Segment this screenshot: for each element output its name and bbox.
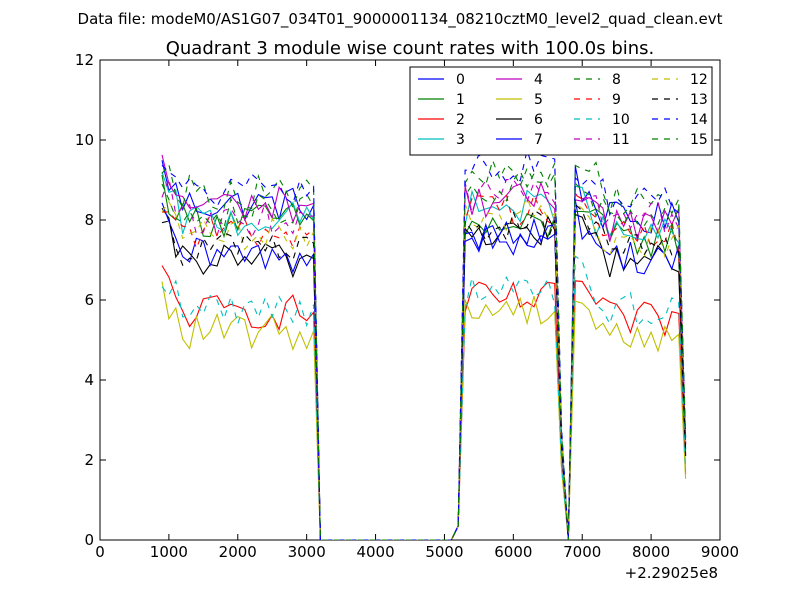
legend-label: 3 — [456, 132, 465, 148]
legend-label: 6 — [534, 112, 543, 128]
legend-label: 7 — [534, 132, 543, 148]
legend-label: 1 — [456, 92, 465, 108]
legend-box — [409, 66, 713, 156]
series-line-0 — [161, 160, 687, 540]
y-tick-label: 2 — [84, 451, 94, 469]
series-line-11 — [161, 176, 687, 540]
series-line-2 — [161, 265, 687, 540]
series-line-14 — [161, 148, 687, 540]
series-line-5 — [161, 281, 687, 540]
x-tick-label: 5000 — [425, 543, 463, 561]
x-tick-label: 3000 — [288, 543, 326, 561]
y-tick-label: 0 — [84, 531, 94, 549]
legend-label: 4 — [534, 72, 543, 88]
x-offset-label: +2.29025e8 — [625, 564, 718, 582]
x-tick-label: 1000 — [150, 543, 188, 561]
legend-label: 14 — [690, 112, 708, 128]
legend-label: 5 — [534, 92, 543, 108]
series-line-10 — [161, 255, 687, 540]
legend-label: 8 — [612, 72, 621, 88]
figure-suptitle: Data file: modeM0/AS1G07_034T01_90000011… — [78, 10, 723, 29]
y-tick-label: 4 — [84, 371, 94, 389]
y-tick-label: 8 — [84, 211, 94, 229]
x-tick-label: 7000 — [563, 543, 601, 561]
series-line-6 — [161, 207, 687, 540]
legend-label: 2 — [456, 112, 465, 128]
x-tick-label: 2000 — [219, 543, 257, 561]
x-tick-label: 9000 — [701, 543, 739, 561]
legend-label: 15 — [690, 132, 708, 148]
series-line-4 — [161, 154, 687, 540]
y-tick-label: 6 — [84, 291, 94, 309]
y-tick-label: 12 — [75, 51, 94, 69]
series-line-13 — [161, 203, 687, 540]
legend-label: 11 — [612, 132, 630, 148]
legend-label: 12 — [690, 72, 708, 88]
series-layer — [161, 148, 687, 540]
chart-title: Quadrant 3 module wise count rates with … — [166, 38, 655, 59]
series-line-12 — [161, 196, 687, 540]
series-line-9 — [161, 193, 687, 540]
x-tick-label: 0 — [95, 543, 105, 561]
x-tick-label: 8000 — [632, 543, 670, 561]
legend-label: 9 — [612, 92, 621, 108]
x-tick-label: 6000 — [494, 543, 532, 561]
series-line-3 — [161, 172, 687, 540]
x-tick-label: 4000 — [356, 543, 394, 561]
y-tick-label: 10 — [75, 131, 94, 149]
series-line-8 — [161, 158, 687, 540]
legend-label: 10 — [612, 112, 630, 128]
legend-label: 13 — [690, 92, 708, 108]
axis-ticks: 0 1000 2000 3000 4000 5000 6000 7000 8000 9000 0 2 4… — [75, 51, 739, 561]
legend-label: 0 — [456, 72, 465, 88]
